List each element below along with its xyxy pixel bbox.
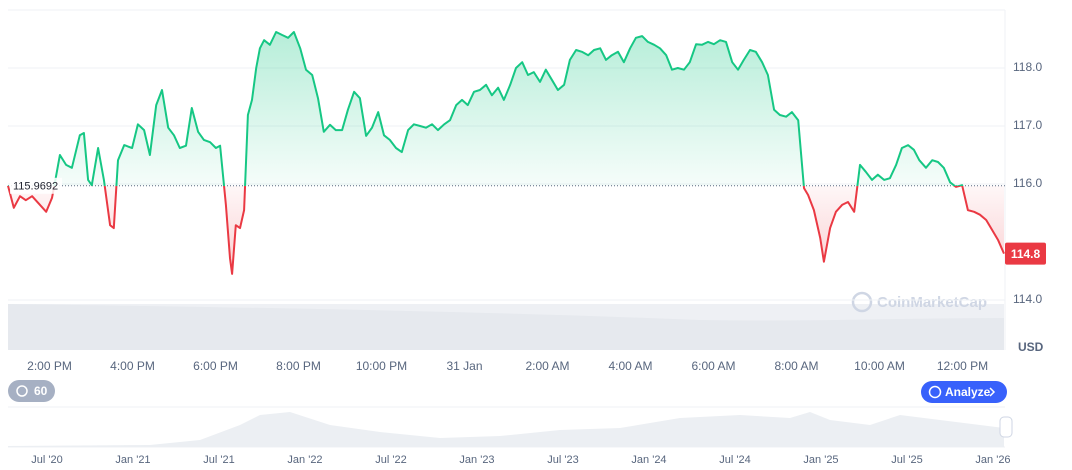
y-tick-label: 114.0 (1013, 292, 1042, 306)
price-area (8, 32, 1004, 274)
x-tick-label: 2:00 PM (27, 359, 72, 373)
price-tag (1005, 242, 1046, 265)
x-tick-label: 6:00 PM (193, 359, 238, 373)
reference-label: 115.9692 (13, 181, 58, 193)
volume-bars (8, 304, 1004, 350)
x-tick-label: 8:00 AM (774, 359, 818, 373)
navigator-label: Jul '22 (375, 454, 406, 466)
navigator-label: Jan '24 (631, 454, 666, 466)
price-label: 114.8 (1011, 247, 1041, 261)
analyze-button[interactable]: Analyze (921, 381, 1007, 403)
navigator-label: Jul '23 (547, 454, 578, 466)
interval-label: 60 (34, 384, 48, 398)
x-tick-label: 2:00 AM (525, 359, 569, 373)
watermark: CoinMarketCap (851, 291, 987, 313)
x-tick-label: 8:00 PM (276, 359, 321, 373)
navigator-label: Jan '26 (975, 454, 1010, 466)
y-tick-label: 118.0 (1013, 60, 1042, 74)
x-tick-label: 4:00 AM (608, 359, 652, 373)
navigator-label: Jul '20 (31, 454, 62, 466)
navigator-label: Jan '22 (287, 454, 322, 466)
navigator-label: Jan '21 (115, 454, 150, 466)
x-tick-label: 6:00 AM (691, 359, 735, 373)
navigator-label: Jul '21 (203, 454, 234, 466)
navigator-label: Jan '25 (803, 454, 838, 466)
interval-button[interactable]: 60 (8, 380, 55, 402)
watermark-text: CoinMarketCap (877, 294, 987, 311)
analyze-label: Analyze (945, 385, 991, 399)
x-tick-label: 31 Jan (446, 359, 482, 373)
x-tick-label: 4:00 PM (110, 359, 155, 373)
y-tick-label: 116.0 (1013, 176, 1042, 190)
x-tick-label: 10:00 PM (356, 359, 407, 373)
navigator-label: Jul '25 (891, 454, 922, 466)
navigator-label: Jan '23 (459, 454, 494, 466)
currency-label: USD (1018, 340, 1044, 354)
reference-tag-bg (10, 177, 62, 194)
x-tick-label: 12:00 PM (937, 359, 988, 373)
navigator-label: Jul '24 (719, 454, 750, 466)
navigator (8, 406, 1013, 448)
price-line (7, 31, 1005, 275)
y-tick-label: 117.0 (1013, 118, 1042, 132)
x-tick-label: 10:00 AM (854, 359, 905, 373)
